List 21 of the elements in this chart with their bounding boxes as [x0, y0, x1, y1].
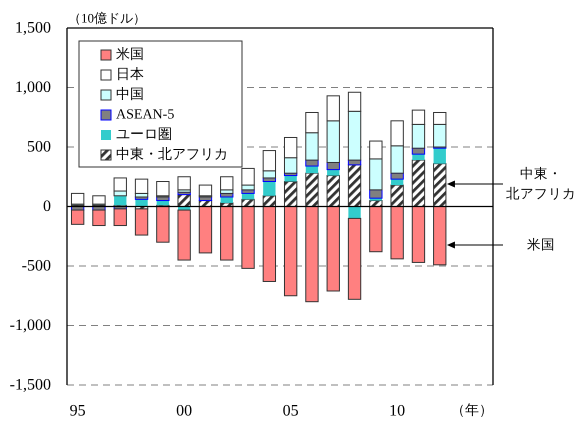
y-tick-label: -1,500	[10, 376, 51, 394]
y-tick-label: 0	[43, 198, 51, 215]
x-tick-label: 00	[176, 402, 192, 420]
annotation: 中東・北アフリカ	[446, 166, 576, 202]
y-tick-label: 1,000	[15, 79, 51, 96]
x-tick-label: 95	[70, 402, 86, 420]
y-tick-label: -1,000	[10, 317, 51, 334]
legend-label: 中国	[116, 86, 144, 102]
x-tick-label: 05	[282, 402, 299, 420]
legend-label: ユーロ圏	[116, 126, 172, 142]
y-axis-title: （10億ドル）	[68, 10, 146, 26]
annotation: 米国	[446, 237, 555, 253]
legend-label: 米国	[116, 46, 144, 62]
y-tick-label: -500	[22, 258, 51, 274]
legend-label: ASEAN-5	[116, 108, 174, 122]
x-axis-title: （年）	[451, 402, 493, 418]
y-tick-label: 1,500	[15, 20, 51, 36]
legend-label: 中東・北アフリカ	[116, 146, 228, 162]
y-tick-label: 500	[27, 138, 51, 156]
x-tick-label: 10	[389, 402, 406, 420]
legend-label: 日本	[116, 66, 144, 82]
